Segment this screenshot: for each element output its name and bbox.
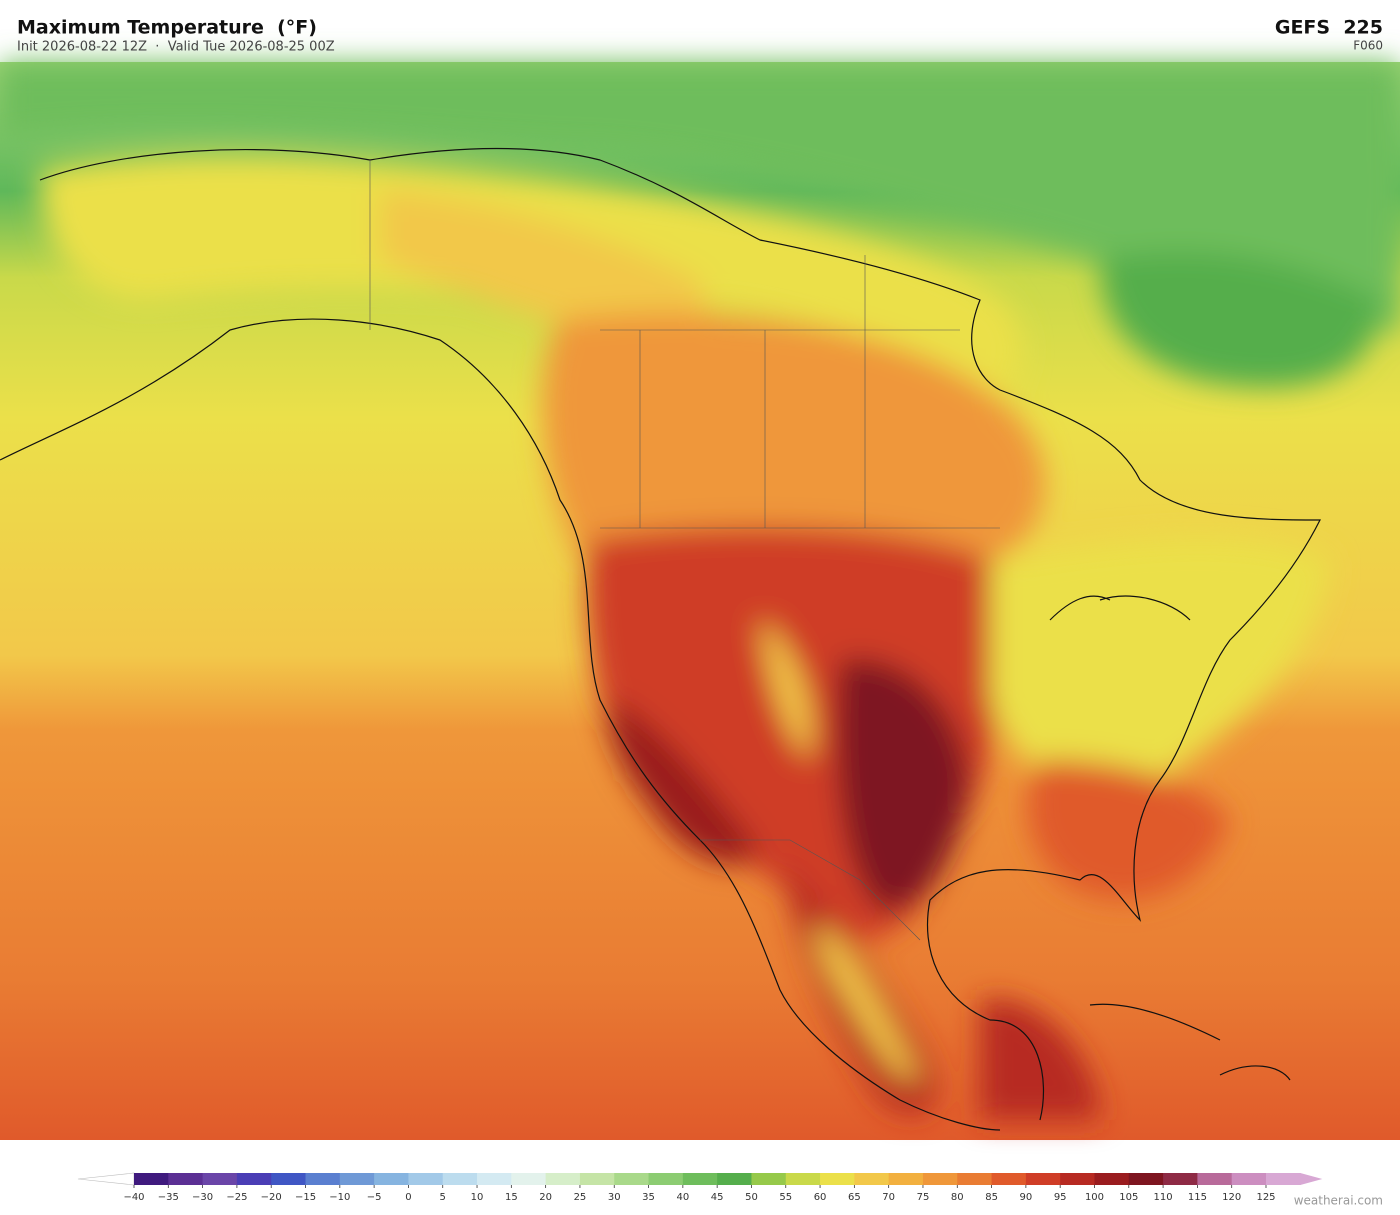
forecast-hour: F060 xyxy=(1353,39,1383,53)
colorbar-label: −20 xyxy=(261,1192,282,1203)
colorbar-over xyxy=(1300,1173,1323,1185)
colorbar-segment xyxy=(134,1173,169,1185)
colorbar-label: 75 xyxy=(917,1192,930,1203)
colorbar-label: 90 xyxy=(1020,1192,1033,1203)
colorbar-segment xyxy=(545,1173,581,1185)
model: GEFS 225 xyxy=(1275,17,1383,39)
colorbar-segment xyxy=(820,1173,855,1185)
colorbar-segment xyxy=(511,1173,547,1185)
colorbar-label: 5 xyxy=(440,1192,446,1203)
colorbar-segment xyxy=(648,1173,684,1185)
header: Maximum Temperature (°F) Init 2026-08-22… xyxy=(17,17,1383,55)
title: Maximum Temperature (°F) xyxy=(17,17,317,39)
coastlines xyxy=(0,147,1321,1131)
colorbar-label: 95 xyxy=(1054,1192,1067,1203)
colorbar: −40 −35 −30 −25 −20 −15 −10 −5 0 5 10 15 20 25 30 35 40 4… xyxy=(77,1172,1323,1203)
colorbar-segment xyxy=(1128,1173,1164,1185)
colorbar-segment xyxy=(1094,1173,1130,1185)
colorbar-label: 35 xyxy=(642,1192,655,1203)
colorbar-segment xyxy=(374,1173,409,1185)
colorbar-segment xyxy=(236,1173,272,1185)
map xyxy=(0,62,1400,1140)
colorbar-label: −40 xyxy=(123,1192,144,1203)
colorbar-label: 15 xyxy=(505,1192,518,1203)
colorbar-label: 30 xyxy=(608,1192,621,1203)
colorbar-label: 20 xyxy=(539,1192,552,1203)
colorbar-segment xyxy=(305,1173,341,1185)
colorbar-label: 40 xyxy=(676,1192,689,1203)
colorbar-segment xyxy=(957,1173,993,1185)
colorbar-label: 70 xyxy=(882,1192,895,1203)
colorbar-under xyxy=(77,1172,135,1186)
colorbar-segment xyxy=(408,1173,444,1185)
colorbar-label: 25 xyxy=(574,1192,587,1203)
colorbar-label: 85 xyxy=(985,1192,998,1203)
colorbar-label: 100 xyxy=(1085,1192,1104,1203)
colorbar-segment xyxy=(1025,1173,1061,1185)
colorbar-segment xyxy=(854,1173,890,1185)
colorbar-label: 60 xyxy=(814,1192,827,1203)
colorbar-label: −30 xyxy=(192,1192,213,1203)
colorbar-segment xyxy=(991,1173,1027,1185)
borders xyxy=(369,160,1000,941)
colorbar-segment xyxy=(1163,1173,1198,1185)
colorbar-segment xyxy=(888,1173,924,1185)
colorbar-label: 115 xyxy=(1188,1192,1207,1203)
colorbar-segment xyxy=(271,1173,307,1185)
colorbar-segment xyxy=(1197,1173,1233,1185)
colorbar-label: 80 xyxy=(951,1192,964,1203)
colorbar-segment xyxy=(1266,1173,1301,1185)
colorbar-label: 125 xyxy=(1256,1192,1275,1203)
colorbar-label: 105 xyxy=(1119,1192,1138,1203)
colorbar-segment xyxy=(1231,1173,1267,1185)
colorbar-label: −5 xyxy=(367,1192,382,1203)
colorbar-label: 120 xyxy=(1222,1192,1241,1203)
colorbar-segment xyxy=(922,1173,958,1185)
colorbar-label: 45 xyxy=(711,1192,724,1203)
colorbar-segment xyxy=(202,1173,238,1185)
credit: weatherai.com xyxy=(1294,1194,1383,1208)
colorbar-segment xyxy=(339,1173,375,1185)
colorbar-label: −10 xyxy=(329,1192,350,1203)
colorbar-label: 55 xyxy=(779,1192,792,1203)
colorbar-segment xyxy=(614,1173,650,1185)
colorbar-segment xyxy=(442,1173,478,1185)
colorbar-segment xyxy=(477,1173,512,1185)
colorbar-label: −25 xyxy=(226,1192,247,1203)
colorbar-label: 65 xyxy=(848,1192,861,1203)
colorbar-segment xyxy=(682,1173,718,1185)
colorbar-segment xyxy=(751,1173,787,1185)
colorbar-segment xyxy=(1060,1173,1095,1185)
colorbar-label: 0 xyxy=(405,1192,411,1203)
colorbar-label: −15 xyxy=(295,1192,316,1203)
colorbar-segment xyxy=(579,1173,615,1185)
colorbar-segment xyxy=(168,1173,204,1185)
colorbar-label: 10 xyxy=(471,1192,484,1203)
colorbar-segment xyxy=(717,1173,752,1185)
colorbar-label: 110 xyxy=(1154,1192,1173,1203)
colorbar-segment xyxy=(785,1173,821,1185)
subtitle: Init 2026-08-22 12Z · Valid Tue 2026-08-… xyxy=(17,40,335,55)
colorbar-label: −35 xyxy=(158,1192,179,1203)
colorbar-label: 50 xyxy=(745,1192,758,1203)
